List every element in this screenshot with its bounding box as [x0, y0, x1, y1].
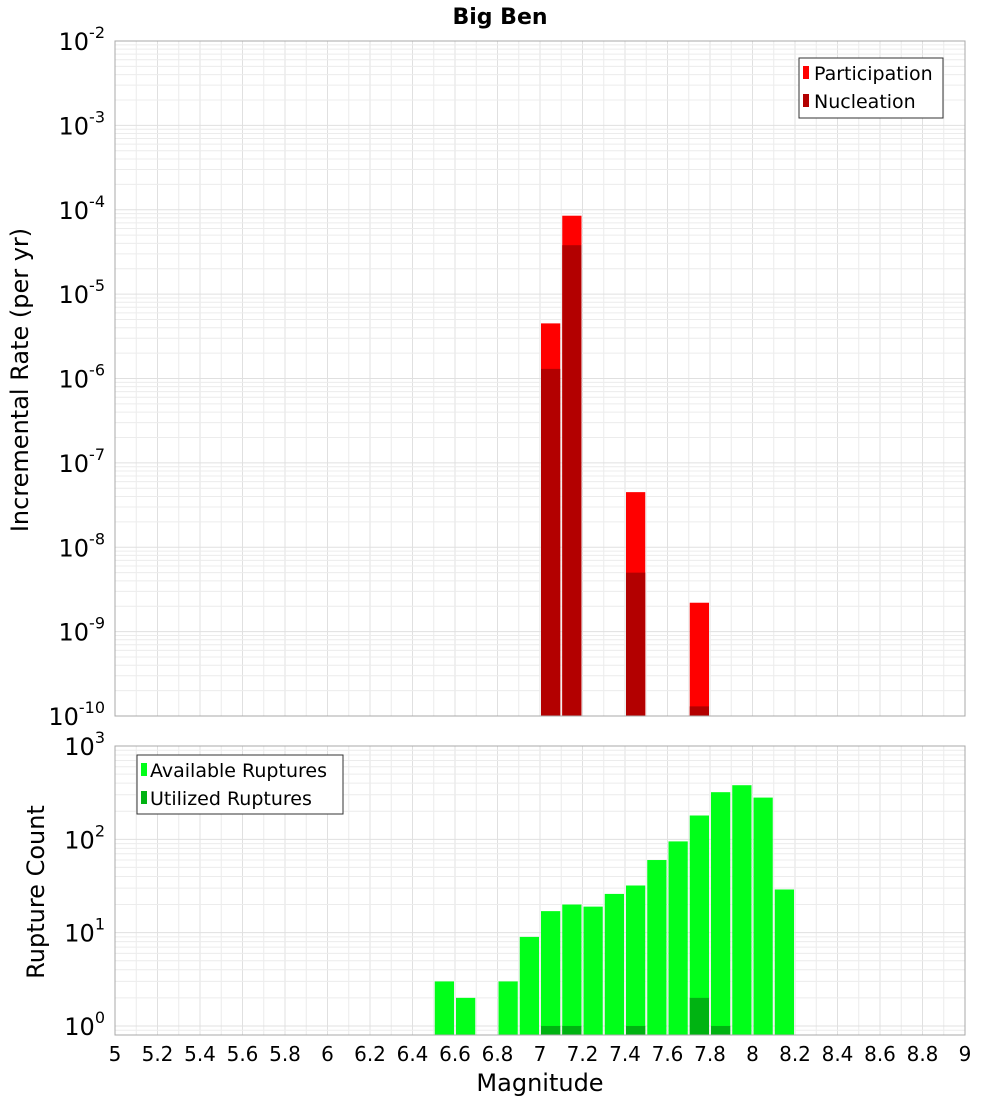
- top-y-tick-label: 10-6: [59, 361, 106, 394]
- legend-label-available: Available Ruptures: [150, 760, 327, 782]
- nucleation-bar: [689, 706, 709, 716]
- x-axis-label: Magnitude: [476, 1069, 603, 1097]
- x-tick-label: 6: [321, 1042, 334, 1066]
- bottom-y-tick-label: 101: [64, 915, 105, 948]
- utilized-ruptures-bar: [689, 997, 709, 1035]
- utilized-ruptures-bar: [562, 1025, 582, 1035]
- x-tick-label: 8.8: [907, 1042, 939, 1066]
- x-tick-label: 9: [959, 1042, 972, 1066]
- available-ruptures-bar: [753, 797, 773, 1035]
- top-plot-frame: [114, 40, 966, 717]
- available-ruptures-bar: [711, 792, 731, 1035]
- x-tick-label: 6.4: [397, 1042, 429, 1066]
- x-tick-label: 5.8: [269, 1042, 301, 1066]
- top-y-tick-label: 10-2: [59, 23, 106, 56]
- legend-label-participation: Participation: [814, 63, 933, 85]
- utilized-ruptures-bar: [711, 1025, 731, 1035]
- x-tick-label: 7.4: [609, 1042, 641, 1066]
- available-ruptures-bar: [456, 997, 476, 1035]
- available-ruptures-bar: [647, 860, 667, 1035]
- utilized-ruptures-bar: [626, 1025, 646, 1035]
- legend-swatch-utilized: [141, 791, 147, 804]
- chart-title: Big Ben: [452, 5, 547, 30]
- available-ruptures-bar: [689, 815, 709, 1035]
- x-ticks: 5 5.2 5.4 5.6 5.8 6 6.2 6.4 6.6 6.8 7 7.2 7.4 7.6 7.8 8…: [109, 1042, 972, 1066]
- nucleation-bar: [626, 572, 646, 716]
- available-ruptures-bar: [498, 981, 518, 1035]
- legend-swatch-available: [141, 763, 147, 776]
- x-tick-label: 6.8: [482, 1042, 514, 1066]
- top-y-tick-label: 10-7: [59, 445, 106, 478]
- available-ruptures-bar: [732, 785, 752, 1035]
- top-y-tick-label: 10-4: [59, 192, 106, 225]
- x-tick-label: 6.2: [354, 1042, 386, 1066]
- available-ruptures-bar: [583, 906, 603, 1035]
- nucleation-bar: [541, 368, 561, 716]
- nucleation-bar: [562, 245, 582, 717]
- bottom-plot-frame: [114, 745, 966, 1036]
- top-legend: Participation Nucleation: [798, 57, 944, 119]
- bottom-y-axis-label: Rupture Count: [22, 805, 50, 979]
- bottom-bars: [434, 785, 794, 1035]
- bottom-y-tick-label: 102: [64, 821, 105, 854]
- top-y-tick-label: 10-8: [59, 529, 106, 562]
- top-y-tick-label: 10-5: [59, 276, 106, 309]
- available-ruptures-bar: [562, 904, 582, 1035]
- available-ruptures-bar: [604, 893, 624, 1035]
- top-y-ticks: 10-10 10-9 10-8 10-7 10-6 10-5 10-4 10-3 10-2: [48, 23, 105, 731]
- top-y-tick-label: 10-10: [48, 698, 105, 731]
- participation-bar: [689, 602, 709, 716]
- x-tick-label: 8.2: [779, 1042, 811, 1066]
- bottom-y-tick-label: 103: [64, 728, 105, 761]
- legend-label-nucleation: Nucleation: [814, 91, 916, 113]
- top-y-tick-label: 10-3: [59, 107, 106, 140]
- utilized-ruptures-bar: [541, 1025, 561, 1035]
- top-bars: [541, 215, 709, 717]
- available-ruptures-bar: [668, 841, 688, 1035]
- legend-label-utilized: Utilized Ruptures: [150, 788, 312, 810]
- top-y-axis-label: Incremental Rate (per yr): [6, 228, 34, 532]
- bottom-legend-box: [136, 754, 344, 815]
- bottom-y-ticks: 100 101 102 103: [64, 728, 105, 1041]
- top-y-tick-label: 10-9: [59, 614, 106, 647]
- top-legend-box: [798, 57, 944, 119]
- legend-swatch-nucleation: [803, 94, 809, 107]
- x-tick-label: 7.8: [694, 1042, 726, 1066]
- x-tick-label: 5.6: [227, 1042, 259, 1066]
- available-ruptures-bar: [626, 885, 646, 1035]
- available-ruptures-bar: [774, 889, 794, 1035]
- x-tick-label: 7: [534, 1042, 547, 1066]
- x-tick-label: 5.4: [184, 1042, 216, 1066]
- top-grid: [114, 41, 966, 717]
- x-tick-label: 5.2: [142, 1042, 174, 1066]
- x-tick-label: 7.6: [652, 1042, 684, 1066]
- x-tick-label: 7.2: [567, 1042, 599, 1066]
- legend-swatch-participation: [803, 66, 809, 79]
- x-tick-label: 8.4: [822, 1042, 854, 1066]
- bottom-y-tick-label: 100: [64, 1008, 105, 1041]
- bottom-legend: Available Ruptures Utilized Ruptures: [136, 754, 344, 815]
- x-tick-label: 8.6: [864, 1042, 896, 1066]
- available-ruptures-bar: [541, 911, 561, 1035]
- x-tick-label: 5: [109, 1042, 122, 1066]
- bottom-grid: [114, 746, 966, 1036]
- x-tick-label: 8: [746, 1042, 759, 1066]
- available-ruptures-bar: [434, 981, 454, 1035]
- available-ruptures-bar: [519, 936, 539, 1035]
- x-tick-label: 6.6: [439, 1042, 471, 1066]
